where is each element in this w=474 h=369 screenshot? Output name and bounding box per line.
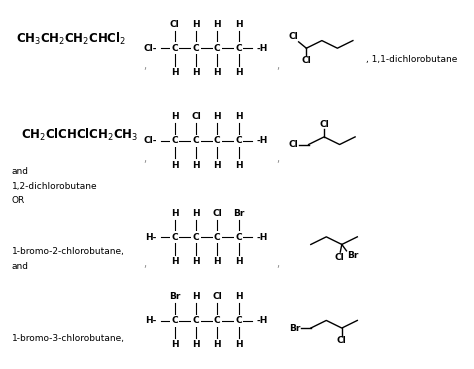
Text: H: H [213,161,221,169]
Text: and: and [12,262,28,271]
Text: C: C [193,44,200,53]
Text: , 1,1-dichlorobutane: , 1,1-dichlorobutane [366,55,457,63]
Text: Br: Br [347,251,359,261]
Text: Br: Br [289,324,301,332]
Text: H: H [235,68,242,77]
Text: ,: , [143,259,146,269]
Text: C: C [193,316,200,325]
Text: C: C [235,137,242,145]
Text: Cl: Cl [288,32,298,41]
Text: C: C [172,316,178,325]
Text: C: C [172,137,178,145]
Text: Br: Br [233,208,244,218]
Text: C: C [193,137,200,145]
Text: OR: OR [12,196,25,206]
Text: H: H [171,341,179,349]
Text: Cl: Cl [170,20,180,28]
Text: C: C [214,316,220,325]
Text: C: C [214,233,220,242]
Text: 1-bromo-3-chlorobutane,: 1-bromo-3-chlorobutane, [12,334,125,344]
Text: CH$_3$CH$_2$CH$_2$CHCl$_2$: CH$_3$CH$_2$CH$_2$CHCl$_2$ [16,31,126,47]
Text: -H: -H [256,137,268,145]
Text: H: H [171,161,179,169]
Text: H: H [171,112,179,121]
Text: C: C [172,44,178,53]
Text: C: C [214,137,220,145]
Text: Cl-: Cl- [143,137,156,145]
Text: Cl: Cl [319,120,329,129]
Text: C: C [214,44,220,53]
Text: ,: , [276,259,279,269]
Text: Cl-: Cl- [143,44,156,53]
Text: H: H [235,292,242,301]
Text: H: H [192,208,200,218]
Text: Cl: Cl [191,112,201,121]
Text: H: H [213,112,221,121]
Text: H: H [192,257,200,266]
Text: H: H [213,341,221,349]
Text: 1,2-dichlorobutane: 1,2-dichlorobutane [12,182,97,191]
Text: H-: H- [145,316,156,325]
Text: Cl: Cl [337,336,346,345]
Text: Br: Br [169,292,181,301]
Text: H: H [213,20,221,28]
Text: -H: -H [256,44,268,53]
Text: H: H [192,161,200,169]
Text: C: C [193,233,200,242]
Text: C: C [235,233,242,242]
Text: Cl: Cl [335,253,345,262]
Text: H-: H- [145,233,156,242]
Text: H: H [235,112,242,121]
Text: C: C [235,44,242,53]
Text: H: H [192,292,200,301]
Text: H: H [213,257,221,266]
Text: 1-bromo-2-chlorobutane,: 1-bromo-2-chlorobutane, [12,247,125,256]
Text: ,: , [143,61,146,71]
Text: Cl: Cl [289,140,299,149]
Text: Cl: Cl [212,292,222,301]
Text: ,: , [276,154,279,164]
Text: ,: , [276,61,279,71]
Text: -H: -H [256,233,268,242]
Text: H: H [192,68,200,77]
Text: H: H [213,68,221,77]
Text: CH$_2$ClCHClCH$_2$CH$_3$: CH$_2$ClCHClCH$_2$CH$_3$ [20,127,138,144]
Text: H: H [171,257,179,266]
Text: ,: , [143,154,146,164]
Text: H: H [235,161,242,169]
Text: C: C [172,233,178,242]
Text: H: H [171,208,179,218]
Text: C: C [235,316,242,325]
Text: -H: -H [256,316,268,325]
Text: H: H [235,20,242,28]
Text: and: and [12,167,28,176]
Text: H: H [192,20,200,28]
Text: H: H [235,257,242,266]
Text: H: H [192,341,200,349]
Text: Cl: Cl [301,56,311,65]
Text: H: H [235,341,242,349]
Text: Cl: Cl [212,208,222,218]
Text: H: H [171,68,179,77]
